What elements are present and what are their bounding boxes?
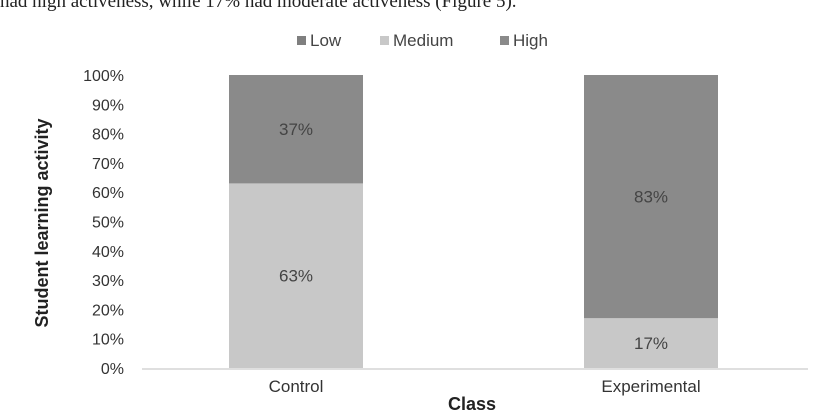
y-tick-label: 100% bbox=[83, 68, 124, 85]
bar-segment-control-high bbox=[229, 75, 363, 184]
y-tick-label: 60% bbox=[92, 185, 124, 202]
x-category-label: Experimental bbox=[601, 377, 700, 396]
legend-label-medium: Medium bbox=[393, 31, 453, 50]
bar-segment-experimental-medium bbox=[584, 318, 718, 368]
y-tick-label: 30% bbox=[92, 273, 124, 290]
legend-swatch-low bbox=[297, 36, 306, 45]
bar-segment-control-medium bbox=[229, 183, 363, 368]
y-tick-label: 20% bbox=[92, 302, 124, 319]
data-label: 17% bbox=[634, 334, 668, 353]
legend-label-high: High bbox=[513, 31, 548, 50]
bar-segment-experimental-high bbox=[584, 75, 718, 319]
y-tick-label: 10% bbox=[92, 332, 124, 349]
y-tick-label: 70% bbox=[92, 156, 124, 173]
legend: Low Medium High bbox=[297, 31, 548, 50]
y-axis: 0% 10% 20% 30% 40% 50% 60% 70% 80% 90% 100% bbox=[83, 68, 124, 378]
legend-label-low: Low bbox=[310, 31, 342, 50]
x-axis: Control Experimental bbox=[142, 368, 808, 396]
data-label: 83% bbox=[634, 188, 668, 207]
x-category-label: Control bbox=[269, 377, 324, 396]
data-label: 63% bbox=[279, 267, 313, 286]
y-tick-label: 0% bbox=[101, 361, 124, 378]
y-axis-title: Student learning activity bbox=[32, 118, 52, 327]
y-tick-label: 90% bbox=[92, 97, 124, 114]
y-tick-label: 40% bbox=[92, 244, 124, 261]
x-axis-title: Class bbox=[448, 394, 496, 414]
context-text: had high activeness, while 17% had moder… bbox=[0, 0, 517, 12]
legend-swatch-high bbox=[500, 36, 509, 45]
y-tick-label: 50% bbox=[92, 215, 124, 232]
legend-swatch-medium bbox=[380, 36, 389, 45]
y-tick-label: 80% bbox=[92, 127, 124, 144]
bars: 63% 37% 17% 83% bbox=[229, 75, 718, 368]
data-label: 37% bbox=[279, 120, 313, 139]
